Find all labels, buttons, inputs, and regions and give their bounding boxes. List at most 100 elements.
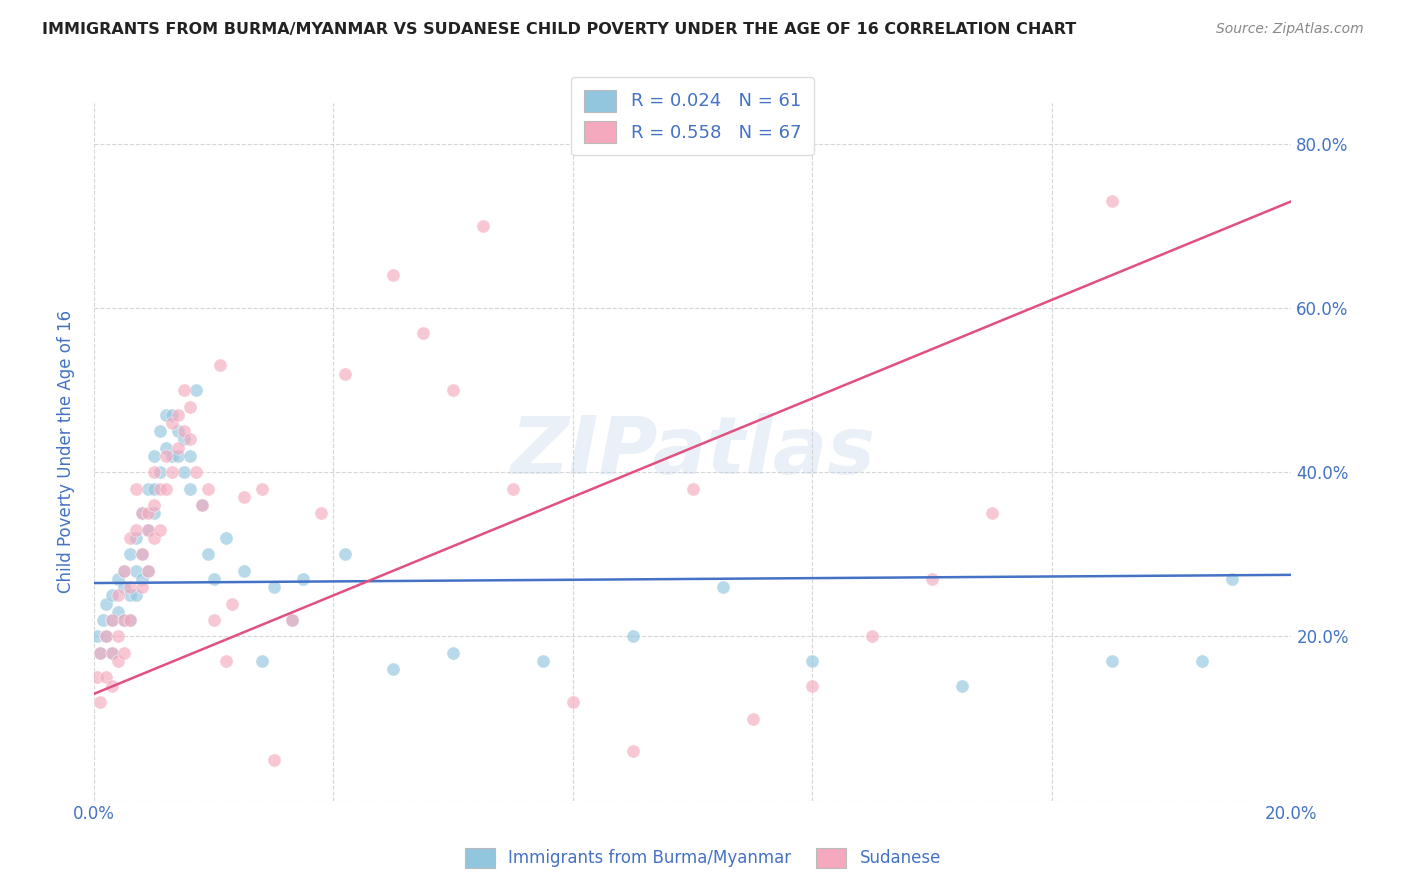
Point — [149, 424, 172, 438]
Point — [263, 580, 285, 594]
Point — [214, 654, 236, 668]
Point — [94, 629, 117, 643]
Point — [711, 580, 734, 594]
Point — [155, 441, 177, 455]
Point — [131, 506, 153, 520]
Point — [149, 482, 172, 496]
Point — [160, 408, 183, 422]
Text: ZIPatlas: ZIPatlas — [510, 413, 875, 491]
Point — [184, 465, 207, 479]
Point — [412, 326, 434, 340]
Point — [250, 654, 273, 668]
Point — [155, 449, 177, 463]
Point — [112, 564, 135, 578]
Point — [179, 482, 201, 496]
Point — [197, 547, 219, 561]
Point — [382, 268, 405, 282]
Point — [112, 580, 135, 594]
Point — [136, 523, 159, 537]
Point — [160, 449, 183, 463]
Point — [981, 506, 1004, 520]
Point — [131, 547, 153, 561]
Point — [173, 383, 195, 397]
Point — [107, 629, 129, 643]
Point — [101, 613, 124, 627]
Point — [136, 564, 159, 578]
Point — [101, 613, 124, 627]
Point — [190, 498, 212, 512]
Point — [208, 359, 231, 373]
Point — [112, 646, 135, 660]
Point — [250, 482, 273, 496]
Point — [950, 679, 973, 693]
Point — [86, 670, 108, 684]
Point — [280, 613, 302, 627]
Point — [118, 613, 141, 627]
Point — [173, 424, 195, 438]
Point — [335, 547, 357, 561]
Point — [136, 506, 159, 520]
Point — [160, 416, 183, 430]
Point — [232, 564, 254, 578]
Point — [621, 744, 644, 758]
Point — [173, 465, 195, 479]
Legend: Immigrants from Burma/Myanmar, Sudanese: Immigrants from Burma/Myanmar, Sudanese — [458, 841, 948, 875]
Point — [125, 588, 148, 602]
Point — [125, 523, 148, 537]
Point — [125, 564, 148, 578]
Point — [202, 613, 225, 627]
Point — [1191, 654, 1213, 668]
Point — [112, 613, 135, 627]
Point — [184, 383, 207, 397]
Point — [441, 383, 464, 397]
Point — [166, 424, 188, 438]
Point — [142, 482, 165, 496]
Point — [173, 433, 195, 447]
Point — [801, 654, 824, 668]
Point — [89, 695, 111, 709]
Point — [280, 613, 302, 627]
Point — [502, 482, 524, 496]
Point — [112, 613, 135, 627]
Y-axis label: Child Poverty Under the Age of 16: Child Poverty Under the Age of 16 — [58, 310, 75, 593]
Point — [118, 531, 141, 545]
Point — [118, 613, 141, 627]
Point — [202, 572, 225, 586]
Point — [131, 572, 153, 586]
Point — [292, 572, 315, 586]
Point — [801, 679, 824, 693]
Point — [1220, 572, 1243, 586]
Point — [94, 629, 117, 643]
Legend: R = 0.024   N = 61, R = 0.558   N = 67: R = 0.024 N = 61, R = 0.558 N = 67 — [571, 77, 814, 155]
Point — [131, 506, 153, 520]
Point — [921, 572, 943, 586]
Point — [136, 564, 159, 578]
Point — [112, 564, 135, 578]
Point — [142, 465, 165, 479]
Point — [232, 490, 254, 504]
Point — [89, 646, 111, 660]
Point — [91, 613, 114, 627]
Point — [1101, 654, 1123, 668]
Point — [136, 523, 159, 537]
Point — [197, 482, 219, 496]
Point — [136, 482, 159, 496]
Point — [311, 506, 333, 520]
Point — [149, 523, 172, 537]
Point — [263, 753, 285, 767]
Point — [221, 597, 243, 611]
Point — [179, 433, 201, 447]
Point — [682, 482, 704, 496]
Point — [142, 449, 165, 463]
Point — [531, 654, 554, 668]
Point — [107, 572, 129, 586]
Point — [166, 449, 188, 463]
Point — [131, 547, 153, 561]
Point — [142, 506, 165, 520]
Point — [142, 498, 165, 512]
Point — [155, 408, 177, 422]
Point — [472, 219, 495, 233]
Point — [101, 679, 124, 693]
Point — [155, 482, 177, 496]
Point — [118, 547, 141, 561]
